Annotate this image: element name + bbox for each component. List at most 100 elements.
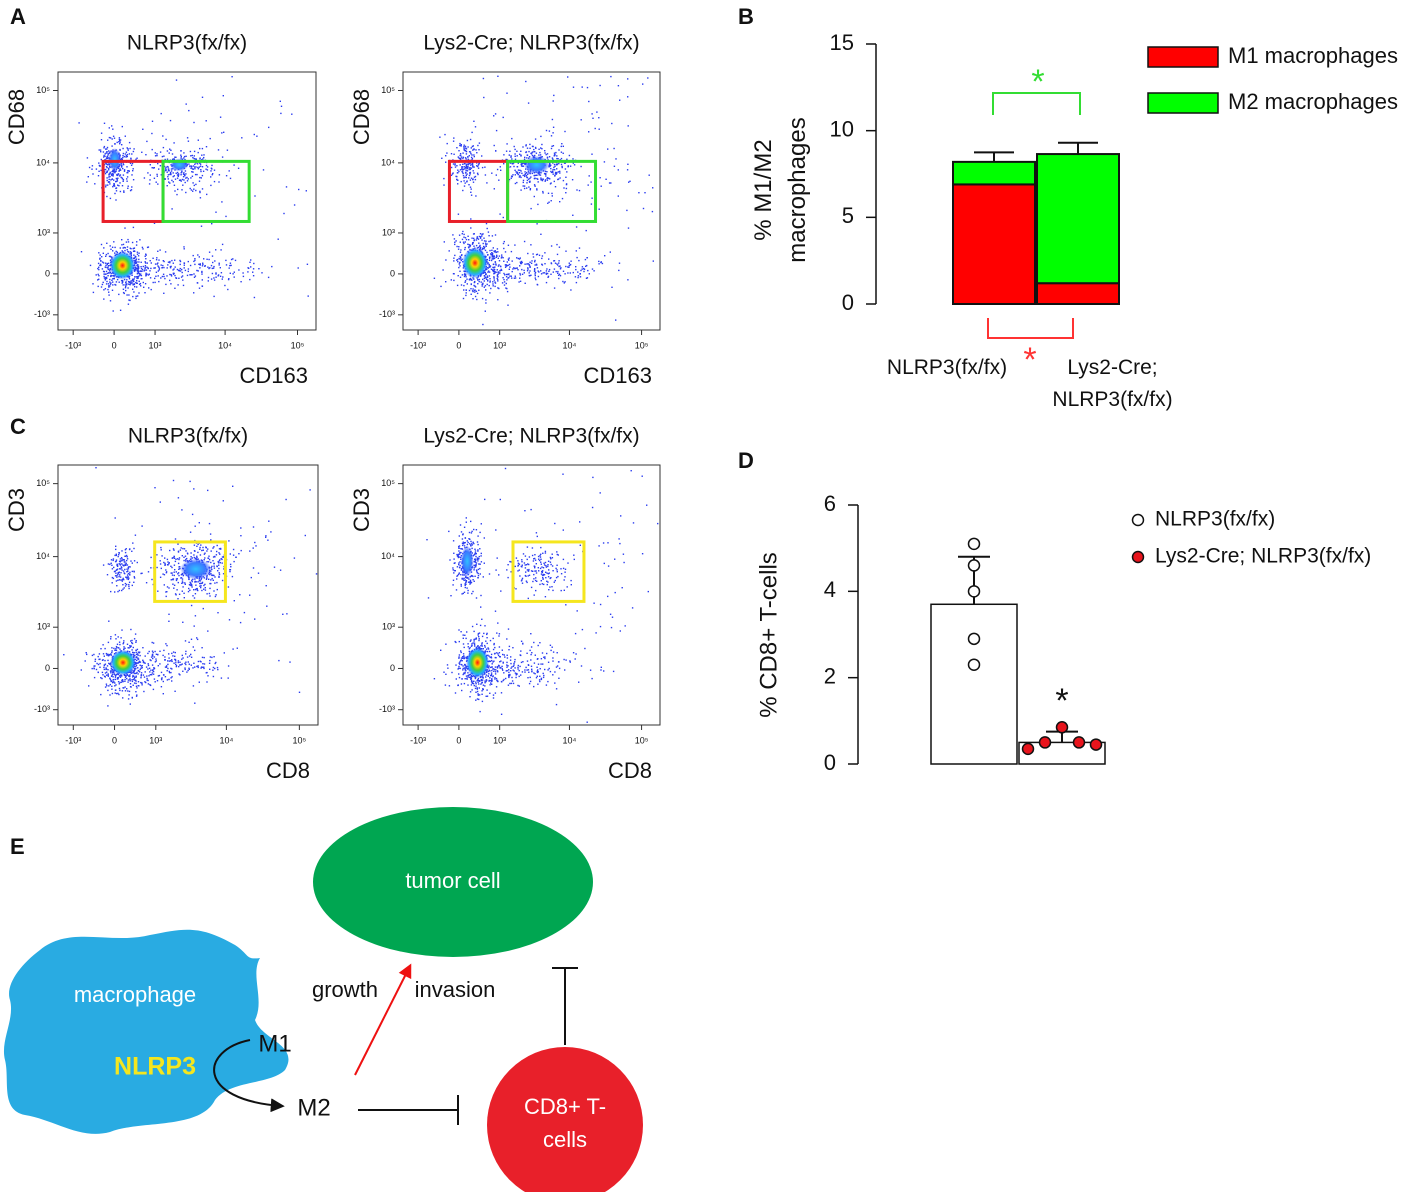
event-dot — [176, 571, 177, 572]
event-dot — [579, 190, 580, 191]
event-dot — [199, 267, 200, 268]
event-dot — [188, 141, 189, 142]
event-dot — [132, 675, 133, 676]
event-dot — [487, 228, 488, 229]
event-dot — [129, 142, 130, 143]
event-dot — [156, 567, 157, 568]
event-dot — [530, 659, 531, 660]
event-dot — [525, 81, 526, 82]
event-dot — [182, 582, 183, 583]
event-dot — [540, 147, 541, 148]
event-dot — [185, 640, 186, 641]
event-dot — [202, 175, 203, 176]
event-dot — [520, 257, 521, 258]
event-dot — [537, 671, 538, 672]
event-dot — [543, 179, 544, 180]
event-dot — [465, 241, 466, 242]
event-dot — [229, 571, 230, 572]
event-dot — [169, 152, 170, 153]
event-dot — [472, 642, 473, 643]
event-dot — [195, 593, 196, 594]
event-dot — [167, 159, 168, 160]
event-dot — [143, 674, 144, 675]
event-dot — [168, 587, 169, 588]
event-dot — [627, 279, 628, 280]
event-dot — [92, 173, 93, 174]
event-dot — [202, 663, 203, 664]
event-dot — [171, 170, 172, 171]
event-dot — [144, 676, 145, 677]
event-dot — [266, 585, 267, 586]
event-dot — [168, 262, 169, 263]
event-dot — [142, 660, 143, 661]
event-dot — [644, 192, 645, 193]
event-dot — [466, 675, 467, 676]
event-dot — [141, 675, 142, 676]
event-dot — [189, 590, 190, 591]
event-dot — [576, 189, 577, 190]
event-dot — [115, 546, 116, 547]
event-dot — [521, 269, 522, 270]
event-dot — [467, 675, 468, 676]
event-dot — [106, 653, 107, 654]
event-dot — [466, 177, 467, 178]
event-dot — [108, 285, 109, 286]
event-dot — [211, 223, 212, 224]
event-dot — [191, 585, 192, 586]
event-dot — [451, 672, 452, 673]
event-dot — [494, 273, 495, 274]
event-dot — [112, 676, 113, 677]
event-dot — [465, 670, 466, 671]
event-dot — [156, 153, 157, 154]
event-dot — [116, 281, 117, 282]
event-dot — [552, 159, 553, 160]
event-dot — [461, 657, 462, 658]
event-dot — [618, 195, 619, 196]
event-dot — [116, 693, 117, 694]
event-dot — [552, 157, 553, 158]
event-dot — [159, 663, 160, 664]
event-dot — [578, 682, 579, 683]
event-dot — [116, 181, 117, 182]
event-dot — [516, 257, 517, 258]
event-dot — [497, 248, 498, 249]
event-dot — [489, 693, 490, 694]
event-dot — [534, 184, 535, 185]
event-dot — [136, 687, 137, 688]
event-dot — [111, 559, 112, 560]
event-dot — [124, 556, 125, 557]
event-dot — [466, 678, 467, 679]
event-dot — [194, 164, 195, 165]
event-dot — [183, 285, 184, 286]
event-dot — [488, 656, 489, 657]
event-dot — [482, 324, 483, 325]
event-dot — [652, 187, 653, 188]
event-dot — [466, 292, 467, 293]
event-dot — [211, 278, 212, 279]
event-dot — [461, 166, 462, 167]
event-dot — [106, 685, 107, 686]
event-dot — [207, 675, 208, 676]
event-dot — [134, 247, 135, 248]
event-dot — [167, 185, 168, 186]
event-dot — [299, 692, 300, 693]
event-dot — [153, 267, 154, 268]
event-dot — [199, 549, 200, 550]
event-dot — [519, 273, 520, 274]
event-dot — [523, 185, 524, 186]
event-dot — [484, 682, 485, 683]
event-dot — [135, 683, 136, 684]
event-dot — [106, 675, 107, 676]
event-dot — [461, 168, 462, 169]
event-dot — [486, 182, 487, 183]
event-dot — [513, 267, 514, 268]
event-dot — [213, 556, 214, 557]
event-dot — [501, 681, 502, 682]
event-dot — [96, 274, 97, 275]
event-dot — [154, 278, 155, 279]
x-tick-label: 10⁴ — [562, 340, 576, 350]
event-dot — [520, 177, 521, 178]
event-dot — [120, 576, 121, 577]
event-dot — [517, 668, 518, 669]
event-dot — [171, 661, 172, 662]
